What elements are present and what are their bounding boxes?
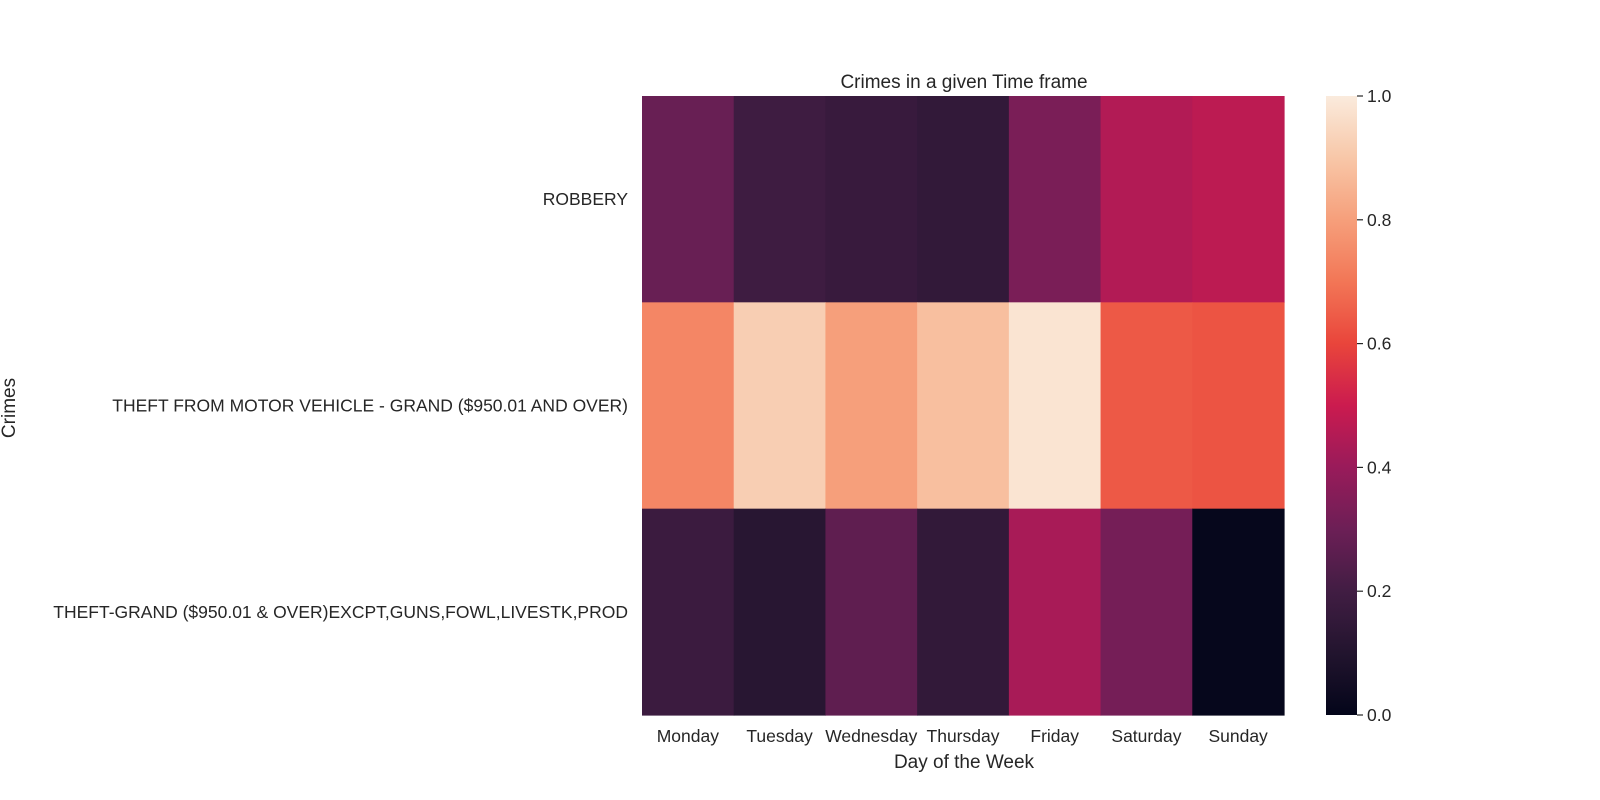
heatmap-cell-friday-row-3 [1008,508,1102,716]
heatmap-cell-sunday-row-3 [1192,508,1285,716]
y-tick-label: THEFT-GRAND ($950.01 & OVER)EXCPT,GUNS,F… [53,602,628,622]
colorbar-ticks: 0.0 0.2 0.4 0.6 0.8 1.0 [1357,86,1392,725]
y-axis-label: Crimes [0,378,20,438]
heatmap-cell-tuesday-row-2 [733,302,827,510]
heatmap-cell-tuesday-row-3 [733,508,827,716]
y-tick-label: THEFT FROM MOTOR VEHICLE - GRAND ($950.0… [112,396,628,416]
colorbar-tick-label: 0.4 [1367,457,1392,477]
heatmap-cell-friday-row-2 [1008,302,1102,510]
x-axis-label: Day of the Week [894,752,1035,773]
heatmap-cell-sunday-row-1 [1192,96,1285,303]
colorbar-tick-label: 0.0 [1367,705,1392,725]
colorbar-tick-label: 0.8 [1367,210,1391,230]
colorbar-tick-label: 1.0 [1367,86,1392,106]
heatmap-cell-wednesday-row-3 [825,508,918,716]
x-tick-label: Monday [657,726,720,746]
heatmap-cell-wednesday-row-1 [825,96,918,303]
heatmap-cell-sunday-row-2 [1192,302,1285,510]
heatmap-cell-tuesday-row-1 [733,96,827,303]
heatmap-cell-monday-row-1 [642,96,735,303]
heatmap-cell-thursday-row-3 [917,508,1010,716]
heatmap-cells [642,96,1285,716]
x-tick-labels: Monday Tuesday Wednesday Thursday Friday Satu… [657,726,1268,746]
x-tick-label: Friday [1030,726,1079,746]
colorbar-tick-label: 0.2 [1367,581,1391,601]
y-tick-label: ROBBERY [543,189,629,209]
heatmap-cell-monday-row-2 [642,302,735,510]
x-tick-label: Tuesday [746,726,813,746]
x-tick-label: Thursday [927,726,1000,746]
heatmap-cell-thursday-row-2 [917,302,1010,510]
x-tick-label: Saturday [1111,726,1181,746]
chart-title: Crimes in a given Time frame [840,72,1087,93]
colorbar-tick-label: 0.6 [1367,334,1391,354]
y-tick-labels: ROBBERY THEFT FROM MOTOR VEHICLE - GRAND … [53,189,628,622]
colorbar [1326,96,1357,715]
heatmap-cell-thursday-row-1 [917,96,1010,303]
x-tick-label: Sunday [1208,726,1268,746]
heatmap-cell-saturday-row-3 [1100,508,1193,716]
heatmap-cell-monday-row-3 [642,508,735,716]
heatmap-cell-wednesday-row-2 [825,302,918,510]
heatmap-cell-saturday-row-1 [1100,96,1193,303]
heatmap-cell-friday-row-1 [1008,96,1102,303]
x-tick-label: Wednesday [825,726,917,746]
heatmap-cell-saturday-row-2 [1100,302,1193,510]
